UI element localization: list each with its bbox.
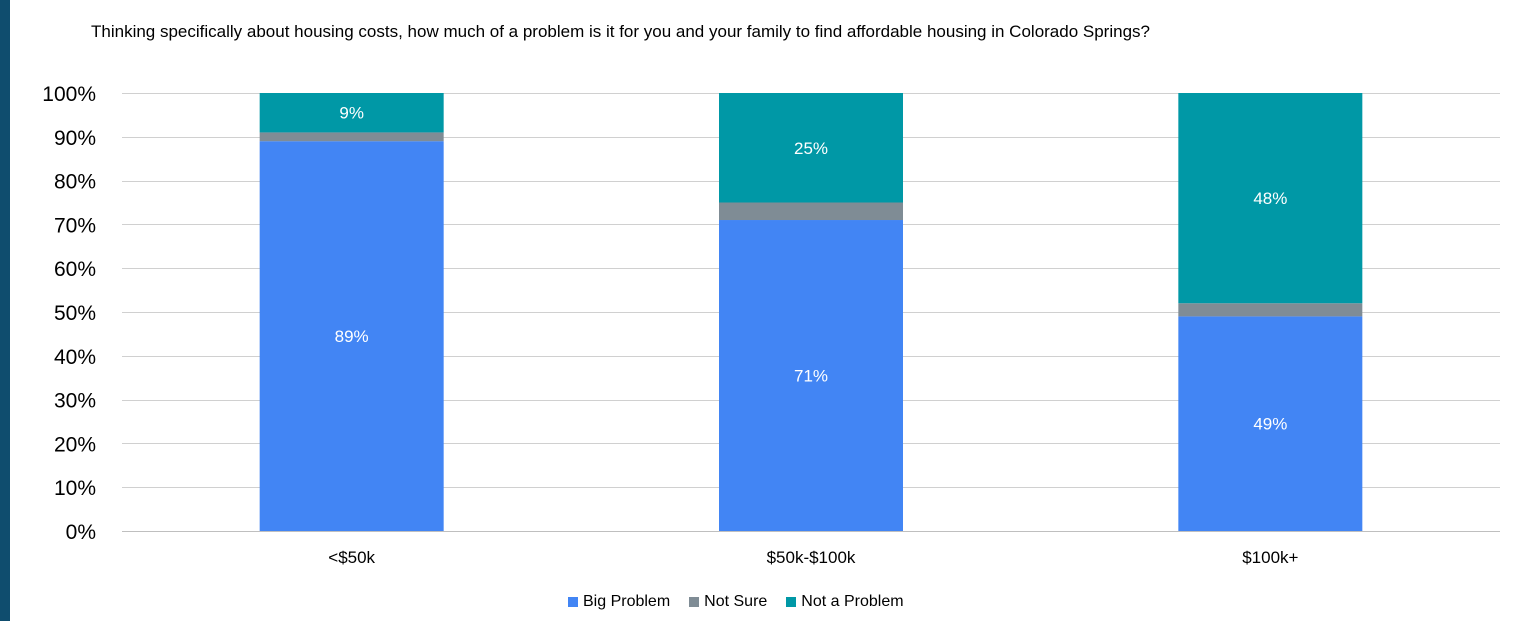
chart-title: Thinking specifically about housing cost… <box>91 22 1150 41</box>
x-tick-label: <$50k <box>328 548 375 567</box>
y-tick-label: 50% <box>54 302 96 325</box>
data-label: 89% <box>335 327 369 346</box>
y-tick-label: 10% <box>54 477 96 500</box>
y-tick-label: 90% <box>54 127 96 150</box>
legend-swatch <box>786 597 797 607</box>
legend-item: Not a Problem <box>786 593 904 611</box>
bar-segment <box>1178 316 1363 531</box>
legend-label: Not Sure <box>704 593 768 610</box>
bar-segment <box>719 220 903 531</box>
y-tick-label: 20% <box>54 433 96 456</box>
legend-item: Not Sure <box>689 593 767 611</box>
y-tick-label: 100% <box>42 83 96 106</box>
y-tick-label: 0% <box>66 521 96 544</box>
data-label: 48% <box>1253 189 1287 208</box>
legend-swatch <box>689 597 700 607</box>
bar-segment <box>259 132 444 142</box>
data-label: 71% <box>794 367 828 386</box>
y-tick-label: 70% <box>54 214 96 237</box>
bar-segment <box>1178 93 1363 304</box>
chart-legend: Big Problem Not Sure Not a Problem <box>568 593 923 611</box>
y-tick-label: 30% <box>54 390 96 413</box>
bar-segment <box>719 93 903 203</box>
y-tick-label: 60% <box>54 258 96 281</box>
legend-label: Big Problem <box>583 593 671 610</box>
bar-segment <box>1178 303 1363 317</box>
data-label: 49% <box>1253 415 1287 434</box>
bar-segment <box>259 93 444 133</box>
bar-segment <box>719 202 903 221</box>
stacked-bar-chart: 0% 10% 20% 30% 40% 50% 60% 70% 80% 90% 100% 89% 9% <$… <box>42 83 1500 567</box>
x-tick-label: $50k-$100k <box>767 548 856 567</box>
bar-segment <box>259 141 444 531</box>
x-tick-label: $100k+ <box>1242 548 1298 567</box>
y-tick-label: 40% <box>54 346 96 369</box>
chart-panel: Thinking specifically about housing cost… <box>10 0 1530 621</box>
data-label: 9% <box>339 104 364 123</box>
legend-swatch <box>568 597 578 607</box>
legend-label: Not a Problem <box>801 593 904 610</box>
data-label: 25% <box>794 139 828 158</box>
y-tick-label: 80% <box>54 171 96 194</box>
legend-item: Big Problem <box>568 593 670 611</box>
